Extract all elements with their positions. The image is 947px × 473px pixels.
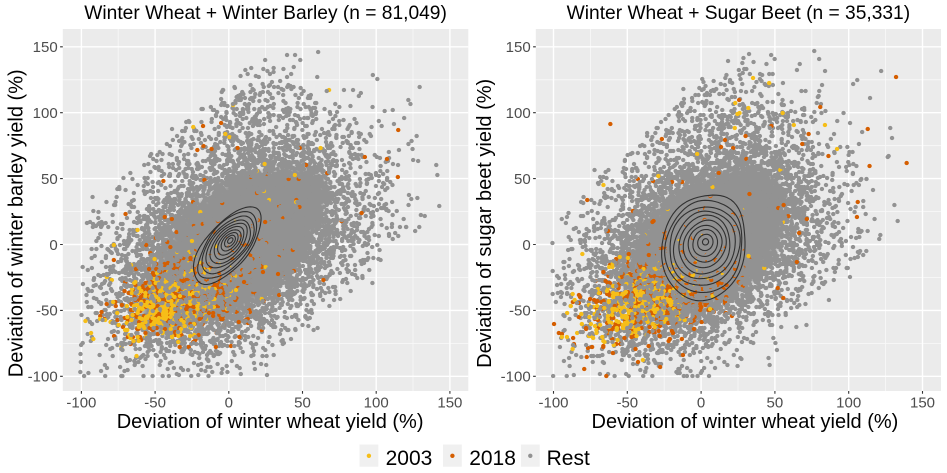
svg-text:100: 100: [33, 105, 58, 122]
svg-text:Rest: Rest: [547, 447, 590, 470]
svg-text:-100: -100: [28, 369, 58, 386]
svg-text:0: 0: [49, 237, 57, 254]
svg-text:150: 150: [910, 394, 935, 411]
svg-text:-50: -50: [36, 303, 58, 320]
svg-text:-100: -100: [501, 369, 531, 386]
svg-text:150: 150: [33, 39, 58, 56]
svg-text:150: 150: [506, 39, 531, 56]
svg-text:150: 150: [437, 394, 462, 411]
svg-text:-50: -50: [616, 394, 638, 411]
svg-text:50: 50: [41, 171, 58, 188]
svg-text:100: 100: [836, 394, 861, 411]
svg-text:50: 50: [514, 171, 531, 188]
svg-text:50: 50: [294, 394, 311, 411]
svg-text:Deviation of winter wheat yiel: Deviation of winter wheat yield (%): [117, 411, 424, 433]
svg-text:100: 100: [506, 105, 531, 122]
svg-text:0: 0: [522, 237, 530, 254]
svg-text:0: 0: [697, 394, 705, 411]
svg-text:-50: -50: [144, 394, 166, 411]
svg-text:Deviation of winter wheat yiel: Deviation of winter wheat yield (%): [592, 411, 899, 433]
svg-text:0: 0: [225, 394, 233, 411]
svg-text:100: 100: [364, 394, 389, 411]
svg-text:-50: -50: [509, 303, 531, 320]
svg-text:Deviation of sugar beet yield: Deviation of sugar beet yield (%): [474, 79, 496, 368]
svg-text:2018: 2018: [469, 447, 516, 470]
svg-text:50: 50: [767, 394, 784, 411]
svg-text:2003: 2003: [386, 447, 433, 470]
svg-text:Deviation of winter barley yie: Deviation of winter barley yield (%): [5, 69, 27, 377]
svg-text:-100: -100: [538, 394, 568, 411]
svg-text:-100: -100: [66, 394, 96, 411]
svg-text:Winter Wheat + Sugar Beet (n =: Winter Wheat + Sugar Beet (n = 35,331): [567, 3, 910, 24]
svg-text:Winter Wheat + Winter Barley (: Winter Wheat + Winter Barley (n = 81,049…: [84, 3, 447, 24]
